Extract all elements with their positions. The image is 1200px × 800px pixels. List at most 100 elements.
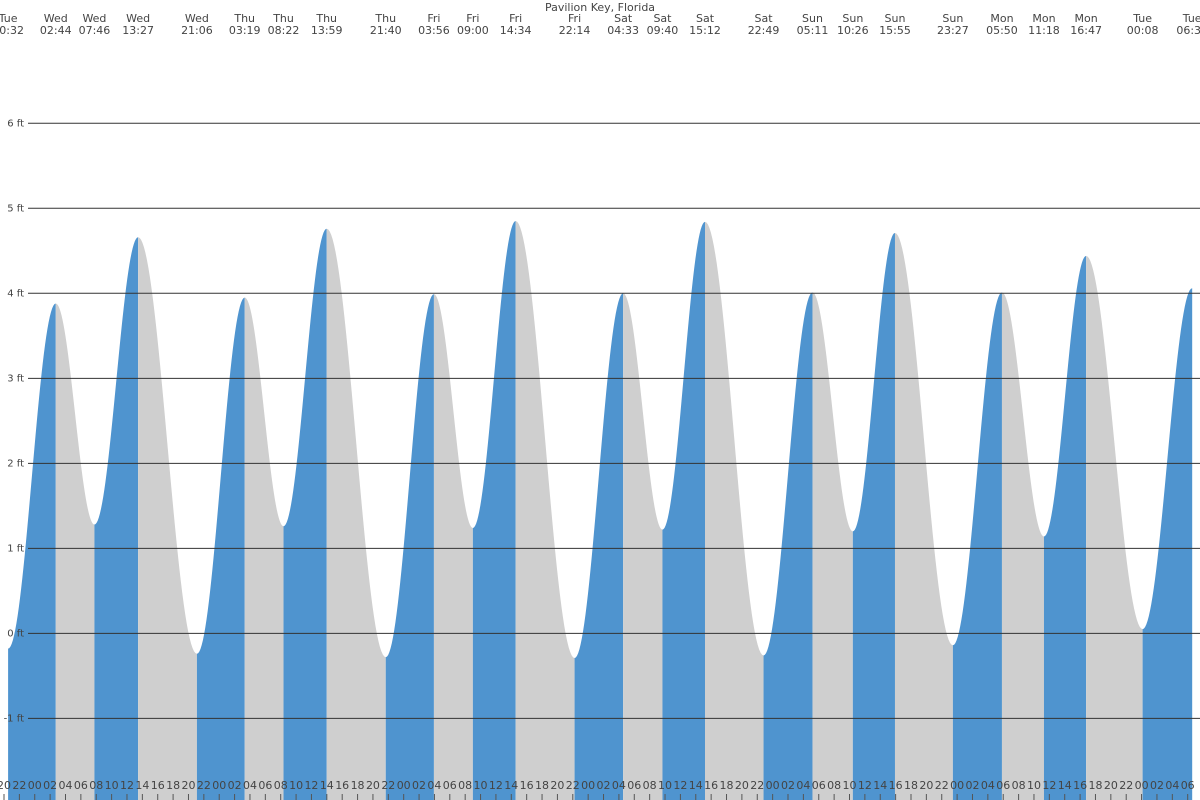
extreme-time: 16:47: [1070, 24, 1102, 37]
extreme-day: Sun: [842, 12, 863, 25]
x-tick-label: 22: [935, 779, 949, 792]
extreme-day: Wed: [44, 12, 68, 25]
extreme-time: 13:27: [122, 24, 154, 37]
extreme-time: 13:59: [311, 24, 343, 37]
x-tick-label: 10: [658, 779, 672, 792]
x-tick-label: 06: [812, 779, 826, 792]
x-tick-label: 08: [274, 779, 288, 792]
y-tick-label: 3 ft: [7, 373, 24, 384]
x-tick-label: 16: [520, 779, 534, 792]
extreme-time: 02:44: [40, 24, 72, 37]
x-tick-label: 00: [397, 779, 411, 792]
extreme-day: Thu: [374, 12, 396, 25]
extreme-day: Mon: [1075, 12, 1098, 25]
extreme-time: 21:40: [370, 24, 402, 37]
x-tick-label: 20: [1104, 779, 1118, 792]
x-tick-label: 18: [904, 779, 918, 792]
extreme-day: Wed: [185, 12, 209, 25]
x-tick-label: 06: [443, 779, 457, 792]
x-tick-label: 08: [458, 779, 472, 792]
extreme-time: 09:00: [457, 24, 489, 37]
x-tick-label: 04: [58, 779, 72, 792]
extreme-time: 09:40: [647, 24, 679, 37]
x-tick-label: 14: [504, 779, 518, 792]
falling-area: [515, 221, 575, 800]
chart-title: Pavilion Key, Florida: [545, 1, 655, 14]
extreme-time: 14:34: [500, 24, 532, 37]
x-tick-label: 06: [74, 779, 88, 792]
x-tick-label: 06: [1181, 779, 1195, 792]
falling-area: [326, 228, 386, 800]
extreme-day: Tue: [1132, 12, 1152, 25]
extreme-day: Sun: [885, 12, 906, 25]
extreme-time: 22:14: [559, 24, 591, 37]
x-tick-label: 08: [1012, 779, 1026, 792]
x-tick-label: 22: [566, 779, 580, 792]
x-tick-label: 00: [212, 779, 226, 792]
x-tick-label: 04: [243, 779, 257, 792]
falling-area: [812, 292, 853, 800]
x-tick-label: 00: [581, 779, 595, 792]
extreme-time: 20:32: [0, 24, 24, 37]
extreme-day: Thu: [315, 12, 337, 25]
x-tick-label: 02: [412, 779, 426, 792]
x-tick-label: 02: [597, 779, 611, 792]
extreme-time: 21:06: [181, 24, 213, 37]
falling-area: [1086, 255, 1143, 800]
extreme-day: Sun: [942, 12, 963, 25]
extreme-day: Sun: [802, 12, 823, 25]
y-tick-label: -1 ft: [4, 713, 24, 724]
x-tick-label: 20: [366, 779, 380, 792]
rising-area: [852, 232, 895, 800]
y-tick-label: 0 ft: [7, 628, 24, 639]
x-tick-label: 22: [1119, 779, 1133, 792]
x-tick-label: 08: [89, 779, 103, 792]
x-tick-label: 12: [673, 779, 687, 792]
extreme-day: Sat: [696, 12, 715, 25]
extreme-time: 00:08: [1127, 24, 1159, 37]
falling-area: [894, 232, 953, 800]
x-tick-label: 10: [289, 779, 303, 792]
x-tick-label: 22: [197, 779, 211, 792]
x-tick-label: 14: [1058, 779, 1072, 792]
x-tick-label: 12: [304, 779, 318, 792]
rising-area: [952, 292, 1002, 800]
x-tick-label: 12: [120, 779, 134, 792]
extreme-day: Fri: [466, 12, 479, 25]
x-tick-label: 18: [720, 779, 734, 792]
rising-area: [283, 228, 327, 800]
extreme-time: 05:11: [797, 24, 829, 37]
y-tick-label: 2 ft: [7, 458, 24, 469]
falling-area: [138, 237, 197, 800]
extreme-time: 10:26: [837, 24, 869, 37]
rising-area: [8, 303, 56, 800]
x-tick-label: 02: [781, 779, 795, 792]
extreme-day: Fri: [427, 12, 440, 25]
extreme-day: Tue: [1182, 12, 1200, 25]
extreme-day: Wed: [126, 12, 150, 25]
extreme-time: 03:56: [418, 24, 450, 37]
rising-area: [472, 221, 516, 800]
extreme-time: 08:22: [268, 24, 300, 37]
extreme-time: 23:27: [937, 24, 969, 37]
extreme-time: 05:50: [986, 24, 1018, 37]
extreme-day: Fri: [568, 12, 581, 25]
x-tick-label: 04: [796, 779, 810, 792]
y-tick-label: 5 ft: [7, 203, 24, 214]
x-tick-label: 16: [151, 779, 165, 792]
x-tick-label: 16: [704, 779, 718, 792]
extreme-day: Thu: [233, 12, 255, 25]
x-tick-label: 18: [351, 779, 365, 792]
x-tick-label: 08: [643, 779, 657, 792]
rising-area: [763, 292, 813, 800]
x-tick-label: 04: [427, 779, 441, 792]
x-tick-label: 00: [766, 779, 780, 792]
x-tick-label: 20: [550, 779, 564, 792]
extreme-time: 04:33: [607, 24, 639, 37]
x-tick-label: 14: [320, 779, 334, 792]
x-tick-label: 06: [996, 779, 1010, 792]
y-tick-label: 1 ft: [7, 543, 24, 554]
